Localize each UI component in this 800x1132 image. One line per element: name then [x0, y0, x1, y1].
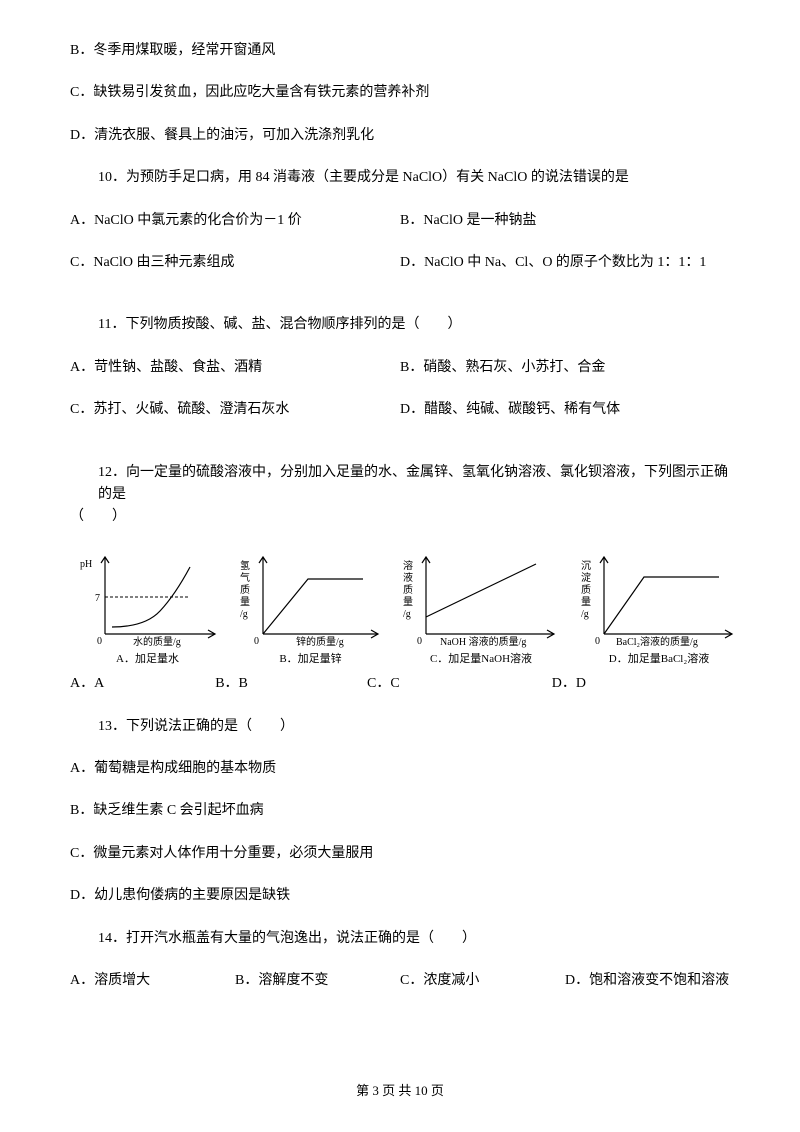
q13-opt-c: C．微量元素对人体作用十分重要，必须大量服用: [70, 843, 730, 865]
chart-c-ylabel-3: 质: [403, 584, 413, 596]
q12-charts: pH 7 0 水的质量/g A．加足量水 氢 气 质 量 /g 0 锌的质量/g…: [70, 549, 730, 669]
chart-d-ylabel-4: 量: [581, 596, 591, 608]
q10-options: A．NaClO 中氯元素的化合价为－1 价 B．NaClO 是一种钠盐 C．Na…: [70, 210, 730, 295]
chart-b-origin: 0: [254, 636, 259, 647]
page-footer: 第 3 页 共 10 页: [0, 1081, 800, 1102]
chart-b-svg: 氢 气 质 量 /g 0 锌的质量/g: [233, 549, 388, 649]
chart-d-ylabel-3: 质: [581, 584, 591, 596]
q9-opt-c: C．缺铁易引发贫血，因此应吃大量含有铁元素的营养补剂: [70, 82, 730, 104]
q12-opt-b: B．B: [215, 673, 367, 695]
chart-b-ylabel-4: 量: [240, 596, 250, 608]
q14-opt-d: D．饱和溶液变不饱和溶液: [565, 970, 730, 992]
q10-stem: 10．为预防手足口病，用 84 消毒液（主要成分是 NaClO）有关 NaClO…: [70, 167, 730, 189]
chart-a-caption: A．加足量水: [116, 651, 179, 669]
q11-options: A．苛性钠、盐酸、食盐、酒精 B．硝酸、熟石灰、小苏打、合金 C．苏打、火碱、硫…: [70, 357, 730, 442]
chart-a-origin: 0: [97, 636, 102, 647]
q9-opt-d: D．清洗衣服、餐具上的油污，可加入洗涤剂乳化: [70, 125, 730, 147]
q10-opt-b: B．NaClO 是一种钠盐: [400, 210, 730, 232]
chart-c-origin: 0: [417, 636, 422, 647]
q11-opt-a: A．苛性钠、盐酸、食盐、酒精: [70, 357, 400, 379]
q11-stem: 11．下列物质按酸、碱、盐、混合物顺序排列的是（ ）: [70, 314, 730, 336]
chart-a-ylabel: pH: [80, 559, 92, 570]
q12-opt-a: A．A: [70, 673, 215, 695]
q10-opt-a: A．NaClO 中氯元素的化合价为－1 价: [70, 210, 400, 232]
chart-b-caption: B．加足量锌: [279, 651, 341, 669]
chart-c-svg: 溶 液 质 量 /g 0 NaOH 溶液的质量/g: [396, 549, 566, 649]
q12-opt-d: D．D: [552, 673, 730, 695]
q10-opt-d: D．NaClO 中 Na、Cl、O 的原子个数比为 1：1：1: [400, 252, 730, 274]
q13-opt-b: B．缺乏维生素 C 会引起坏血病: [70, 800, 730, 822]
chart-c-xlabel: NaOH 溶液的质量/g: [440, 635, 526, 648]
q14-opt-c: C．浓度减小: [400, 970, 565, 992]
chart-b-ylabel-5: /g: [240, 609, 248, 620]
chart-b-ylabel-3: 质: [240, 584, 250, 596]
q12-chart-b: 氢 气 质 量 /g 0 锌的质量/g B．加足量锌: [233, 549, 388, 669]
q11-opt-b: B．硝酸、熟石灰、小苏打、合金: [400, 357, 730, 379]
chart-c-ylabel-4: 量: [403, 596, 413, 608]
q12-options: A．A B．B C．C D．D: [70, 673, 730, 695]
chart-d-ylabel-2: 淀: [581, 571, 591, 584]
q12-stem-2: （ ）: [70, 506, 730, 528]
q12-opt-c: C．C: [367, 673, 552, 695]
chart-c-ylabel-5: /g: [403, 609, 411, 620]
q12-chart-c: 溶 液 质 量 /g 0 NaOH 溶液的质量/g C．加足量NaOH溶液: [396, 549, 566, 669]
q12-chart-a: pH 7 0 水的质量/g A．加足量水: [70, 549, 225, 669]
q13-opt-d: D．幼儿患佝偻病的主要原因是缺铁: [70, 885, 730, 907]
chart-b-ylabel-2: 气: [240, 571, 250, 584]
q11-opt-d: D．醋酸、纯碱、碳酸钙、稀有气体: [400, 399, 730, 421]
chart-a-xlabel: 水的质量/g: [133, 635, 181, 648]
chart-d-ylabel-5: /g: [581, 609, 589, 620]
q13-stem: 13．下列说法正确的是（ ）: [70, 716, 730, 738]
chart-c-caption: C．加足量NaOH溶液: [430, 651, 532, 669]
chart-b-xlabel: 锌的质量/g: [296, 635, 344, 648]
chart-a-svg: pH 7 0 水的质量/g: [70, 549, 225, 649]
q11-opt-c: C．苏打、火碱、硫酸、澄清石灰水: [70, 399, 400, 421]
q13-opt-a: A．葡萄糖是构成细胞的基本物质: [70, 758, 730, 780]
q14-opt-b: B．溶解度不变: [235, 970, 400, 992]
chart-a-tick7: 7: [95, 593, 100, 604]
q10-opt-c: C．NaClO 由三种元素组成: [70, 252, 400, 274]
q14-opt-a: A．溶质增大: [70, 970, 235, 992]
q9-opt-b: B．冬季用煤取暖，经常开窗通风: [70, 40, 730, 62]
chart-b-ylabel-1: 氢: [240, 559, 250, 572]
q14-options: A．溶质增大 B．溶解度不变 C．浓度减小 D．饱和溶液变不饱和溶液: [70, 970, 730, 992]
q12-stem-1: 12．向一定量的硫酸溶液中，分别加入足量的水、金属锌、氢氧化钠溶液、氯化钡溶液，…: [70, 462, 730, 507]
chart-c-ylabel-2: 液: [403, 571, 413, 584]
chart-d-xlabel: BaCl₂溶液的质量/g: [616, 635, 698, 648]
q14-stem: 14．打开汽水瓶盖有大量的气泡逸出，说法正确的是（ ）: [70, 928, 730, 950]
chart-d-origin: 0: [595, 636, 600, 647]
chart-c-ylabel-1: 溶: [403, 559, 413, 572]
chart-d-ylabel-1: 沉: [581, 559, 591, 572]
chart-d-caption: D．加足量BaCl₂溶液: [609, 651, 709, 669]
chart-d-svg: 沉 淀 质 量 /g 0 BaCl₂溶液的质量/g: [574, 549, 744, 649]
q12-chart-d: 沉 淀 质 量 /g 0 BaCl₂溶液的质量/g D．加足量BaCl₂溶液: [574, 549, 744, 669]
